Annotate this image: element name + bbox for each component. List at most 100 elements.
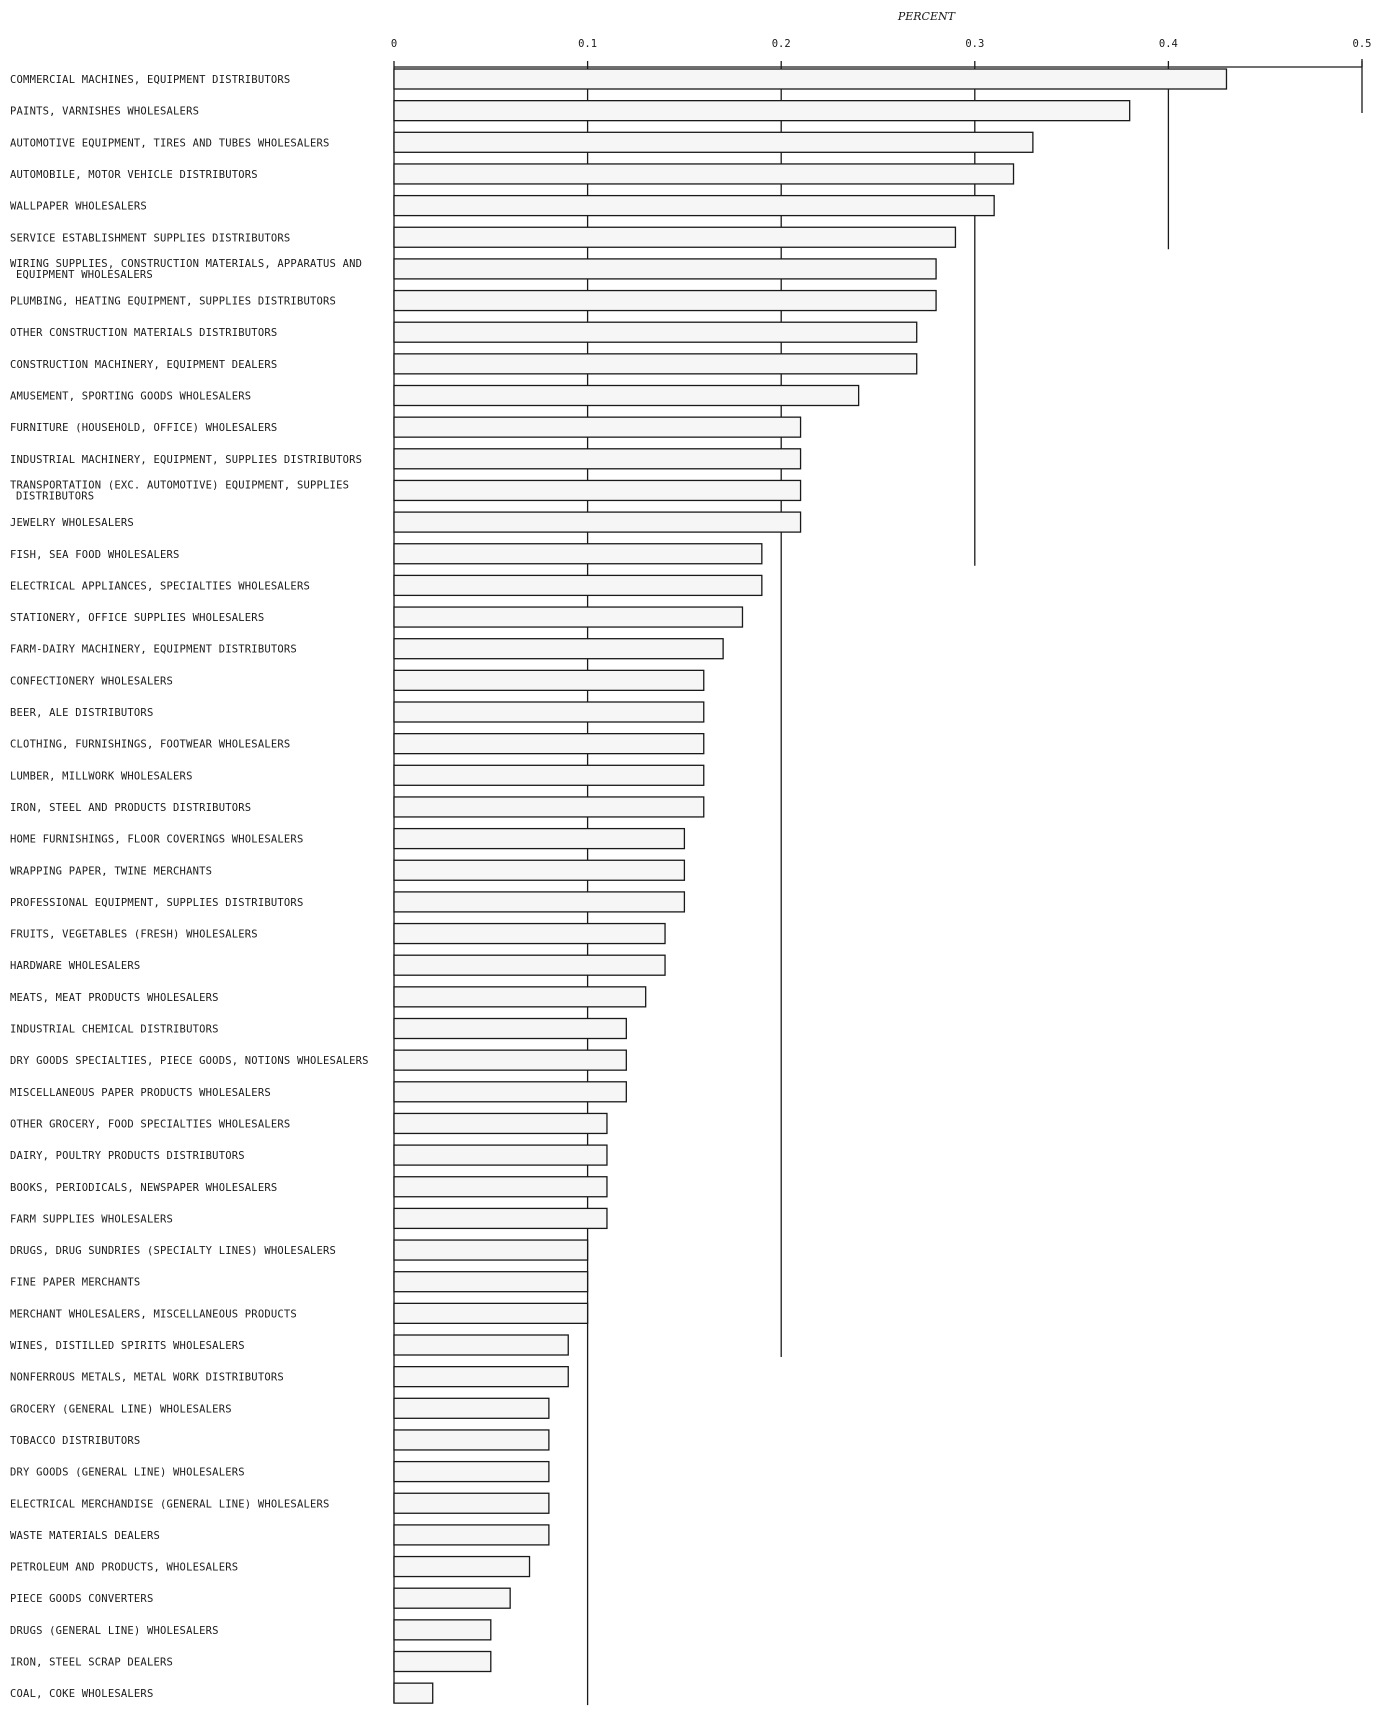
category-label: NONFERROUS METALS, METAL WORK DISTRIBUTO… (10, 1372, 284, 1384)
bar (393, 1302, 589, 1324)
bar (393, 922, 666, 945)
category-label-line: DRUGS, DRUG SUNDRIES (SPECIALTY LINES) W… (10, 1245, 336, 1257)
category-label: WASTE MATERIALS DEALERS (10, 1530, 160, 1542)
category-label: TOBACCO DISTRIBUTORS (10, 1435, 140, 1447)
category-label-line: DRY GOODS SPECIALTIES, PIECE GOODS, NOTI… (10, 1055, 369, 1067)
category-label: MEATS, MEAT PRODUCTS WHOLESALERS (10, 992, 219, 1004)
category-label-line: CONFECTIONERY WHOLESALERS (10, 675, 173, 687)
category-label-line: FINE PAPER MERCHANTS (10, 1277, 140, 1289)
x-axis-title: PERCENT (897, 10, 957, 23)
category-label-line: DRY GOODS (GENERAL LINE) WHOLESALERS (10, 1467, 245, 1479)
bar (393, 226, 957, 248)
bar (393, 1334, 569, 1356)
category-label: SERVICE ESTABLISHMENT SUPPLIES DISTRIBUT… (10, 232, 290, 244)
category-label-line: FARM SUPPLIES WHOLESALERS (10, 1213, 173, 1225)
x-tick-label: 0.5 (1353, 38, 1372, 50)
category-label-line: AMUSEMENT, SPORTING GOODS WHOLESALERS (10, 391, 251, 403)
category-label-line: PETROLEUM AND PRODUCTS, WHOLESALERS (10, 1562, 238, 1574)
category-label-line: DRUGS (GENERAL LINE) WHOLESALERS (10, 1625, 219, 1637)
bar (393, 384, 860, 407)
category-label-line: FISH, SEA FOOD WHOLESALERS (10, 549, 180, 561)
x-tick-label: 0 (391, 38, 397, 50)
category-label: IRON, STEEL SCRAP DEALERS (10, 1657, 173, 1669)
bar (393, 1271, 589, 1293)
bar (393, 986, 647, 1008)
bar (393, 638, 724, 660)
category-label-line: TRANSPORTATION (EXC. AUTOMOTIVE) EQUIPME… (10, 479, 349, 491)
category-label-line: OTHER GROCERY, FOOD SPECIALTIES WHOLESAL… (10, 1118, 290, 1130)
category-label: WRAPPING PAPER, TWINE MERCHANTS (10, 865, 212, 877)
category-label: MERCHANT WHOLESALERS, MISCELLANEOUS PROD… (10, 1308, 297, 1320)
category-label-line: WINES, DISTILLED SPIRITS WHOLESALERS (10, 1340, 245, 1352)
category-label-line: HOME FURNISHINGS, FLOOR COVERINGS WHOLES… (10, 834, 303, 846)
bar (393, 764, 705, 786)
bar (393, 479, 802, 502)
category-label-line: COAL, COKE WHOLESALERS (10, 1688, 153, 1700)
category-label-line: PROFESSIONAL EQUIPMENT, SUPPLIES DISTRIB… (10, 897, 303, 909)
category-label: DRY GOODS SPECIALTIES, PIECE GOODS, NOTI… (10, 1055, 369, 1067)
category-label-line: COMMERCIAL MACHINES, EQUIPMENT DISTRIBUT… (10, 74, 290, 86)
bar (393, 1112, 608, 1135)
category-label: FURNITURE (HOUSEHOLD, OFFICE) WHOLESALER… (10, 422, 277, 434)
bar (393, 131, 1034, 153)
category-label-line: WIRING SUPPLIES, CONSTRUCTION MATERIALS,… (10, 258, 362, 270)
bar (393, 543, 763, 565)
category-label: COMMERCIAL MACHINES, EQUIPMENT DISTRIBUT… (10, 74, 290, 86)
category-label: FRUITS, VEGETABLES (FRESH) WHOLESALERS (10, 929, 258, 941)
category-label: FARM-DAIRY MACHINERY, EQUIPMENT DISTRIBU… (10, 644, 297, 656)
category-label-line: TOBACCO DISTRIBUTORS (10, 1435, 140, 1447)
bar (393, 827, 686, 850)
category-label: OTHER CONSTRUCTION MATERIALS DISTRIBUTOR… (10, 327, 277, 339)
category-label-line: GROCERY (GENERAL LINE) WHOLESALERS (10, 1403, 232, 1415)
bar (393, 353, 918, 375)
category-label: MISCELLANEOUS PAPER PRODUCTS WHOLESALERS (10, 1087, 271, 1099)
category-label-line: BEER, ALE DISTRIBUTORS (10, 707, 153, 719)
category-label: ELECTRICAL APPLIANCES, SPECIALTIES WHOLE… (10, 580, 310, 592)
category-label: CONFECTIONERY WHOLESALERS (10, 675, 173, 687)
category-label-line: BOOKS, PERIODICALS, NEWSPAPER WHOLESALER… (10, 1182, 277, 1194)
bar (393, 1239, 589, 1261)
category-label: PAINTS, VARNISHES WHOLESALERS (10, 106, 199, 118)
category-label: WALLPAPER WHOLESALERS (10, 201, 147, 213)
x-tick-label: 0.3 (965, 38, 984, 50)
bar (393, 954, 666, 976)
category-label-line: DISTRIBUTORS (16, 490, 94, 502)
category-label-line: INDUSTRIAL MACHINERY, EQUIPMENT, SUPPLIE… (10, 454, 362, 466)
category-label-line: WASTE MATERIALS DEALERS (10, 1530, 160, 1542)
category-label: DAIRY, POULTRY PRODUCTS DISTRIBUTORS (10, 1150, 245, 1162)
category-label: AMUSEMENT, SPORTING GOODS WHOLESALERS (10, 391, 251, 403)
category-label-line: DAIRY, POULTRY PRODUCTS DISTRIBUTORS (10, 1150, 245, 1162)
category-label: TRANSPORTATION (EXC. AUTOMOTIVE) EQUIPME… (10, 479, 349, 502)
category-label: BOOKS, PERIODICALS, NEWSPAPER WHOLESALER… (10, 1182, 277, 1194)
bar (393, 1176, 608, 1198)
category-label: DRUGS, DRUG SUNDRIES (SPECIALTY LINES) W… (10, 1245, 336, 1257)
category-label: STATIONERY, OFFICE SUPPLIES WHOLESALERS (10, 612, 264, 624)
category-label-line: NONFERROUS METALS, METAL WORK DISTRIBUTO… (10, 1372, 284, 1384)
category-label: DRUGS (GENERAL LINE) WHOLESALERS (10, 1625, 219, 1637)
bar (393, 1587, 511, 1609)
bars (393, 68, 1228, 1704)
bar (393, 194, 995, 217)
category-label-line: SERVICE ESTABLISHMENT SUPPLIES DISTRIBUT… (10, 232, 290, 244)
category-label-line: LUMBER, MILLWORK WHOLESALERS (10, 770, 193, 782)
category-label: BEER, ALE DISTRIBUTORS (10, 707, 153, 719)
bar (393, 1207, 608, 1230)
bar (393, 574, 763, 597)
category-label: AUTOMOTIVE EQUIPMENT, TIRES AND TUBES WH… (10, 137, 330, 149)
category-label-line: WRAPPING PAPER, TWINE MERCHANTS (10, 865, 212, 877)
category-label: DRY GOODS (GENERAL LINE) WHOLESALERS (10, 1467, 245, 1479)
bar (393, 606, 744, 628)
category-label: INDUSTRIAL MACHINERY, EQUIPMENT, SUPPLIE… (10, 454, 362, 466)
category-label-line: MEATS, MEAT PRODUCTS WHOLESALERS (10, 992, 219, 1004)
bar (393, 1460, 550, 1483)
category-label-line: FARM-DAIRY MACHINERY, EQUIPMENT DISTRIBU… (10, 644, 297, 656)
category-label: GROCERY (GENERAL LINE) WHOLESALERS (10, 1403, 232, 1415)
category-labels: COMMERCIAL MACHINES, EQUIPMENT DISTRIBUT… (10, 74, 369, 1700)
category-label: WINES, DISTILLED SPIRITS WHOLESALERS (10, 1340, 245, 1352)
bar (393, 859, 686, 881)
bar (393, 1081, 627, 1103)
category-label: JEWELRY WHOLESALERS (10, 517, 134, 529)
bar (393, 163, 1015, 185)
